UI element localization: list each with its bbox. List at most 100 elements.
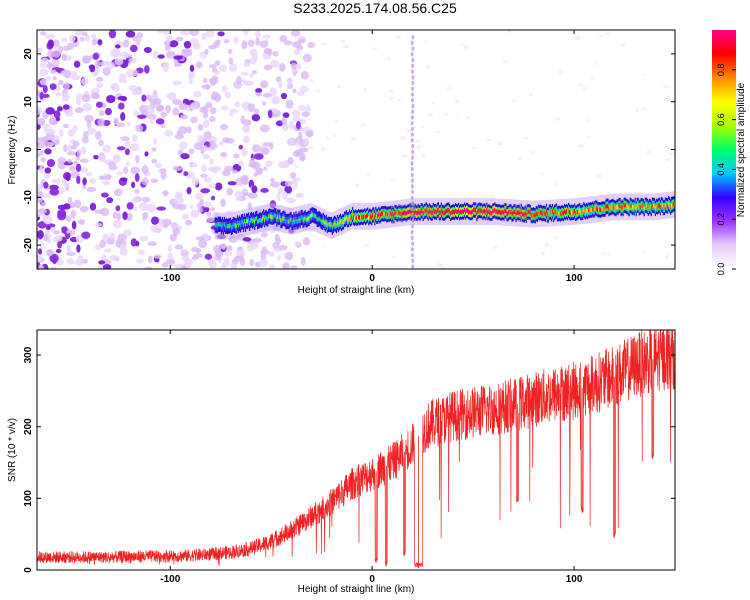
heatmap-ridge-core — [404, 210, 406, 215]
heatmap-ridge-core — [264, 217, 266, 222]
heatmap-ridge-core — [534, 213, 536, 218]
heatmap-ridge-core — [559, 211, 562, 217]
heatmap-noise-cell — [396, 98, 402, 102]
heatmap-noise-cell — [665, 95, 671, 99]
heatmap-ridge-core — [398, 210, 400, 215]
heatmap-noise-cell — [235, 249, 246, 257]
heatmap-noise-cell — [100, 207, 110, 217]
heatmap-ridge-core — [258, 219, 260, 224]
heatmap-noise-cell — [387, 57, 391, 61]
heatmap-noise-cell — [40, 242, 45, 250]
heatmap-noise-cell — [259, 124, 270, 133]
heatmap-noise-cell — [156, 30, 165, 34]
heatmap-ridge-core — [402, 210, 404, 216]
heatmap-artifact-cell — [410, 161, 414, 166]
y-tick-label: 10 — [23, 96, 34, 108]
heatmap-ridge-core — [592, 206, 594, 212]
heatmap-noise-cell — [90, 92, 98, 100]
heatmap-ridge-core — [451, 209, 454, 215]
heatmap-ridge-core — [370, 214, 372, 219]
snr-y-ticks: 0 100 200 300 — [23, 346, 675, 573]
y-tick-label: 200 — [23, 418, 34, 435]
heatmap-noise-cell — [55, 83, 61, 92]
heatmap-ridge-core — [276, 217, 278, 222]
heatmap-noise-cell — [287, 78, 293, 86]
heatmap-noise-cell — [243, 61, 251, 68]
heatmap-noise-cell — [128, 57, 137, 63]
heatmap-artifact-cell — [410, 252, 414, 258]
heatmap-noise-cell — [129, 143, 140, 152]
heatmap-noise-cell — [172, 107, 180, 116]
heatmap-artifact-cell — [410, 201, 414, 206]
heatmap-ridge-core — [570, 210, 572, 216]
heatmap-artifact-cell — [410, 166, 414, 172]
heatmap-noise-cell — [251, 113, 261, 122]
heatmap-ridge-core — [442, 210, 445, 216]
heatmap-noise-cell — [304, 106, 312, 112]
heatmap-noise-cell — [517, 156, 523, 161]
heatmap-ridge-core — [328, 222, 330, 227]
heatmap-noise-cell — [80, 146, 87, 155]
heatmap-noise-cell — [119, 243, 127, 252]
heatmap-noise-cell — [147, 241, 158, 247]
heatmap-ridge-core — [375, 212, 377, 217]
heatmap-noise-cell — [446, 86, 452, 90]
heatmap-ridge-core — [535, 211, 537, 216]
heatmap-noise-cell — [187, 126, 192, 134]
heatmap-ridge-core — [469, 210, 471, 215]
heatmap-artifact-cell — [410, 132, 414, 137]
heatmap-ridge-core — [621, 205, 623, 210]
heatmap-ridge-core — [613, 205, 615, 210]
heatmap-ridge-core — [268, 214, 270, 219]
heatmap-ridge-core — [221, 222, 223, 227]
heatmap-noise-cell — [195, 61, 203, 69]
heatmap-noise-cell — [207, 166, 217, 172]
heatmap-noise-cell — [144, 266, 153, 269]
heatmap-noise-cell — [236, 75, 242, 85]
heatmap-noise-cell — [115, 205, 121, 212]
heatmap-noise-cell — [294, 240, 301, 246]
heatmap-noise-cell — [46, 249, 54, 257]
heatmap-ridge-core — [505, 208, 507, 214]
heatmap-ridge-core — [445, 208, 448, 214]
heatmap-ridge-core — [321, 220, 323, 225]
heatmap-ridge-core — [354, 214, 357, 220]
heatmap-artifact-cell — [411, 80, 415, 86]
heatmap-noise-cell — [531, 150, 536, 154]
heatmap-y-ticks: 20 10 0 -10 -20 — [23, 48, 675, 252]
heatmap-noise-cell — [230, 262, 238, 269]
heatmap-noise-cell — [106, 62, 116, 70]
heatmap-noise-cell — [144, 64, 150, 74]
heatmap-noise-cell — [172, 98, 182, 105]
heatmap-noise-cell — [109, 254, 118, 261]
heatmap-ridge-core — [586, 208, 588, 213]
heatmap-noise-cell — [106, 197, 114, 204]
heatmap-ridge-core — [551, 209, 554, 214]
heatmap-noise-cell — [646, 150, 651, 154]
heatmap-noise-cell — [251, 70, 257, 75]
heatmap-ridge-core — [598, 207, 600, 212]
heatmap-noise-cell — [83, 131, 89, 139]
heatmap-noise-cell — [286, 197, 296, 204]
heatmap-ridge-core — [425, 207, 427, 212]
heatmap-ridge-core — [372, 213, 374, 218]
heatmap-noise-cell — [144, 151, 149, 157]
heatmap-noise-cell — [486, 138, 492, 142]
heatmap-noise-cell — [112, 153, 121, 163]
heatmap-noise-cell — [76, 175, 81, 185]
heatmap-ridge-core — [575, 211, 577, 216]
heatmap-noise-cell — [68, 165, 76, 172]
heatmap-noise-cell — [189, 30, 199, 36]
heatmap-noise-cell — [76, 244, 81, 253]
heatmap-ridge-core — [601, 206, 603, 212]
heatmap-ridge-core — [432, 208, 434, 213]
heatmap-noise-cell — [95, 68, 101, 75]
heatmap-ridge-core — [663, 205, 666, 210]
colorbar-tick-label: 0.8 — [716, 64, 726, 77]
heatmap-noise-cell — [226, 245, 233, 252]
heatmap-noise-cell — [301, 111, 311, 117]
heatmap-noise-cell — [135, 240, 140, 247]
heatmap-ridge-core — [574, 208, 576, 214]
heatmap-noise-cell — [110, 49, 119, 58]
